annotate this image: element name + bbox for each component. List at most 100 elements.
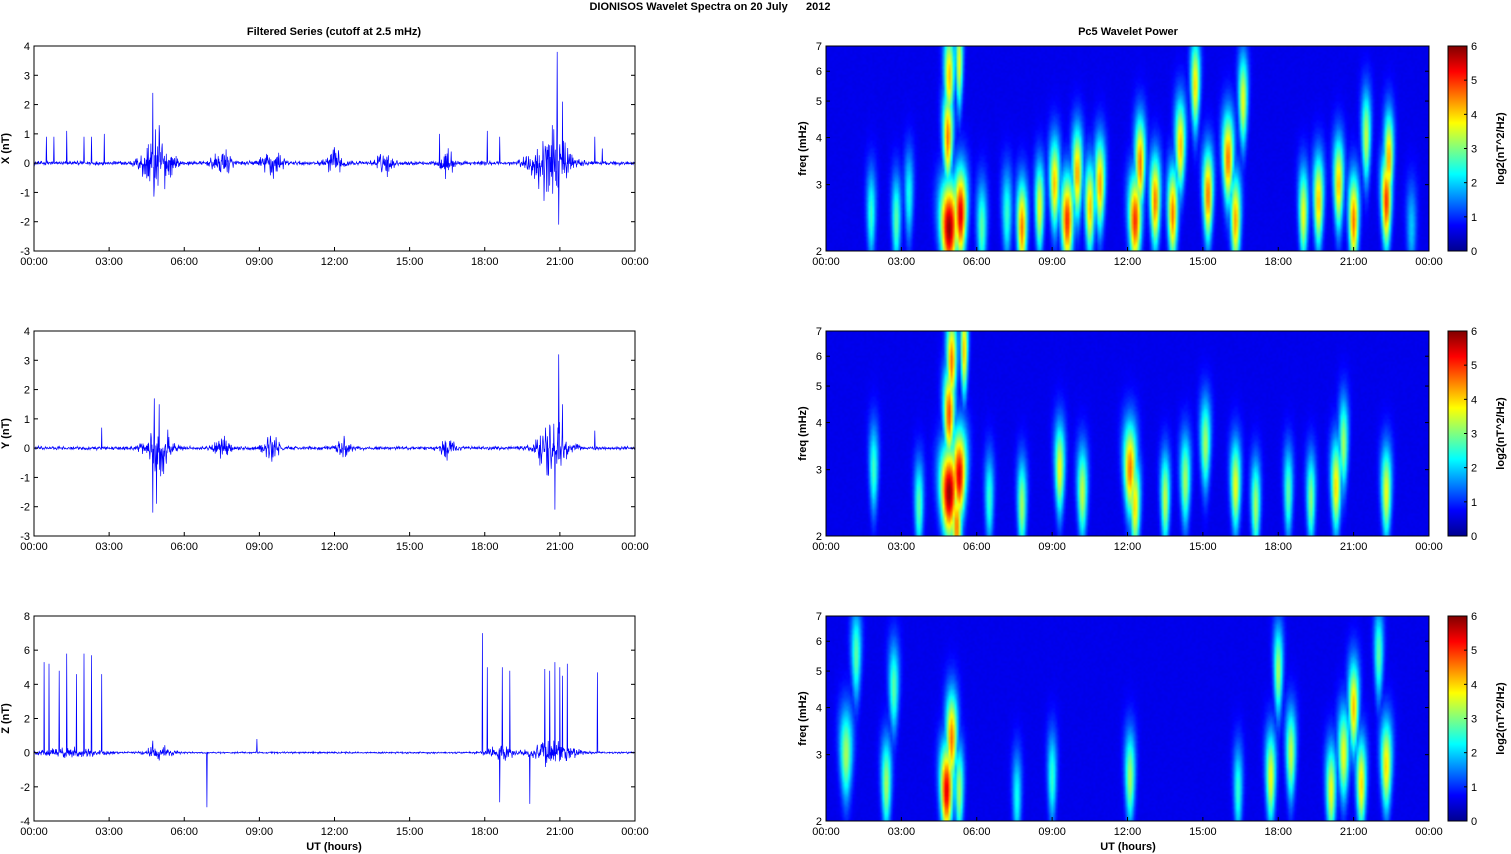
plots: -3 -2 -1 0 1 2 3 4 00:00 03:00 06:00 09:00 12:00 15:0… — [0, 41, 1507, 838]
colorbar-tick-label: 0 — [1471, 246, 1477, 258]
wavelet-xtick-label: 00:00 — [1415, 826, 1443, 838]
ytick-label: 4 — [24, 326, 30, 338]
colorbar-tick-label: 1 — [1471, 212, 1477, 224]
series-xtick-label: 06:00 — [170, 826, 198, 838]
ytick-label: 3 — [816, 750, 822, 762]
colorbar-tick-label: 4 — [1471, 109, 1477, 121]
colorbar: 0 1 2 3 4 5 6 log2(nT^2/Hz) — [1448, 611, 1507, 828]
series-z-plot: -4-20246800:00 03:00 06:00 09:00 12:00 15:00 1… — [0, 611, 649, 838]
y-axis-label: X (nT) — [0, 133, 12, 164]
wavelet-xtick-label: 03:00 — [888, 256, 916, 268]
colorbar-tick-label: 6 — [1471, 326, 1477, 338]
ytick-label: -1 — [20, 187, 30, 199]
wavelet-xtick-label: 21:00 — [1340, 826, 1368, 838]
colorbar-label: log2(nT^2/Hz) — [1495, 397, 1507, 470]
suptitle: DIONISOS Wavelet Spectra on 20 July 2012 — [589, 1, 830, 13]
wavelet-z-plot: 23456700:00 03:00 06:00 09:00 12:00 15:00 18:0… — [797, 611, 1507, 838]
ytick-label: 2 — [24, 385, 30, 397]
series-xtick-label: 03:00 — [95, 256, 123, 268]
left-column-title: Filtered Series (cutoff at 2.5 mHz) — [247, 26, 422, 38]
colorbar-tick-label: 3 — [1471, 144, 1477, 156]
wavelet-xtick-label: 21:00 — [1340, 256, 1368, 268]
series-xtick-label: 00:00 — [621, 541, 649, 553]
ytick-label: 3 — [24, 355, 30, 367]
series-xtick-label: 18:00 — [471, 826, 499, 838]
wavelet-power-image — [826, 46, 1429, 251]
series-xtick-label: 03:00 — [95, 541, 123, 553]
wavelet-xtick-label: 21:00 — [1340, 541, 1368, 553]
ytick-label: -2 — [20, 502, 30, 514]
series-xtick-label: 18:00 — [471, 541, 499, 553]
series-xtick-label: 06:00 — [170, 541, 198, 553]
ytick-label: 6 — [816, 351, 822, 363]
ytick-label: 0 — [24, 158, 30, 170]
plot-area — [34, 331, 635, 536]
colorbar-label: log2(nT^2/Hz) — [1495, 112, 1507, 185]
colorbar-tick-label: 4 — [1471, 394, 1477, 406]
series-xtick-label: 00:00 — [20, 256, 48, 268]
ytick-label: 6 — [24, 645, 30, 657]
series-xtick-label: 18:00 — [471, 256, 499, 268]
ytick-label: 4 — [24, 41, 30, 53]
colorbar-tick-label: 0 — [1471, 816, 1477, 828]
ytick-label: 0 — [24, 443, 30, 455]
colorbar-tick-label: 2 — [1471, 463, 1477, 475]
series-xtick-label: 15:00 — [396, 541, 424, 553]
colorbar-tick-label: 6 — [1471, 41, 1477, 53]
series-xtick-label: 09:00 — [246, 826, 274, 838]
wavelet-xtick-label: 00:00 — [1415, 256, 1443, 268]
series-xtick-label: 12:00 — [321, 826, 349, 838]
y-axis-label: freq (mHz) — [797, 406, 809, 461]
ytick-label: 4 — [816, 703, 822, 715]
wavelet-xtick-label: 18:00 — [1264, 256, 1292, 268]
colorbar-tick-label: 3 — [1471, 429, 1477, 441]
wavelet-xtick-label: 15:00 — [1189, 826, 1217, 838]
colorbar-tick-label: 5 — [1471, 75, 1477, 87]
ytick-label: 4 — [816, 418, 822, 430]
wavelet-xtick-label: 15:00 — [1189, 541, 1217, 553]
ytick-label: 0 — [24, 748, 30, 760]
wavelet-xtick-label: 09:00 — [1038, 256, 1066, 268]
wavelet-xtick-label: 06:00 — [963, 256, 991, 268]
ytick-label: 2 — [24, 100, 30, 112]
series-xtick-label: 00:00 — [621, 256, 649, 268]
colorbar-tick-label: 5 — [1471, 360, 1477, 372]
colorbar: 0 1 2 3 4 5 6 log2(nT^2/Hz) — [1448, 326, 1507, 543]
colorbar-tick-label: 1 — [1471, 782, 1477, 794]
series-xtick-label: 12:00 — [321, 256, 349, 268]
series-xtick-label: 15:00 — [396, 826, 424, 838]
series-xtick-label: 09:00 — [246, 256, 274, 268]
ytick-label: 7 — [816, 326, 822, 338]
colorbar-tick-label: 2 — [1471, 748, 1477, 760]
colorbar-tick-label: 2 — [1471, 178, 1477, 190]
series-xtick-label: 06:00 — [170, 256, 198, 268]
right-column-title: Pc5 Wavelet Power — [1078, 26, 1179, 38]
ytick-label: 1 — [24, 129, 30, 141]
colorbar: 0 1 2 3 4 5 6 log2(nT^2/Hz) — [1448, 41, 1507, 258]
wavelet-xtick-label: 00:00 — [812, 826, 840, 838]
x-axis-label-left: UT (hours) — [306, 841, 362, 853]
wavelet-xtick-label: 09:00 — [1038, 826, 1066, 838]
ytick-label: 5 — [816, 381, 822, 393]
ytick-label: 3 — [816, 465, 822, 477]
series-x-plot: -3-2-10123400:00 03:00 06:00 09:00 12:00 15:0… — [0, 41, 649, 268]
wavelet-xtick-label: 00:00 — [812, 256, 840, 268]
wavelet-xtick-label: 03:00 — [888, 826, 916, 838]
ytick-label: 5 — [816, 96, 822, 108]
ytick-label: 5 — [816, 666, 822, 678]
wavelet-y-plot: 23456700:00 03:00 06:00 09:00 12:00 15:00 18:0… — [797, 326, 1507, 553]
y-axis-label: freq (mHz) — [797, 691, 809, 746]
series-xtick-label: 09:00 — [246, 541, 274, 553]
wavelet-xtick-label: 12:00 — [1114, 541, 1142, 553]
wavelet-xtick-label: 12:00 — [1114, 256, 1142, 268]
wavelet-xtick-label: 09:00 — [1038, 541, 1066, 553]
series-xtick-label: 15:00 — [396, 256, 424, 268]
wavelet-power-image — [826, 331, 1429, 536]
y-axis-label: freq (mHz) — [797, 121, 809, 176]
colorbar-tick-label: 4 — [1471, 679, 1477, 691]
ytick-label: 3 — [24, 70, 30, 82]
colorbar-tick-label: 1 — [1471, 497, 1477, 509]
ytick-label: 8 — [24, 611, 30, 623]
colorbar-tick-label: 3 — [1471, 714, 1477, 726]
